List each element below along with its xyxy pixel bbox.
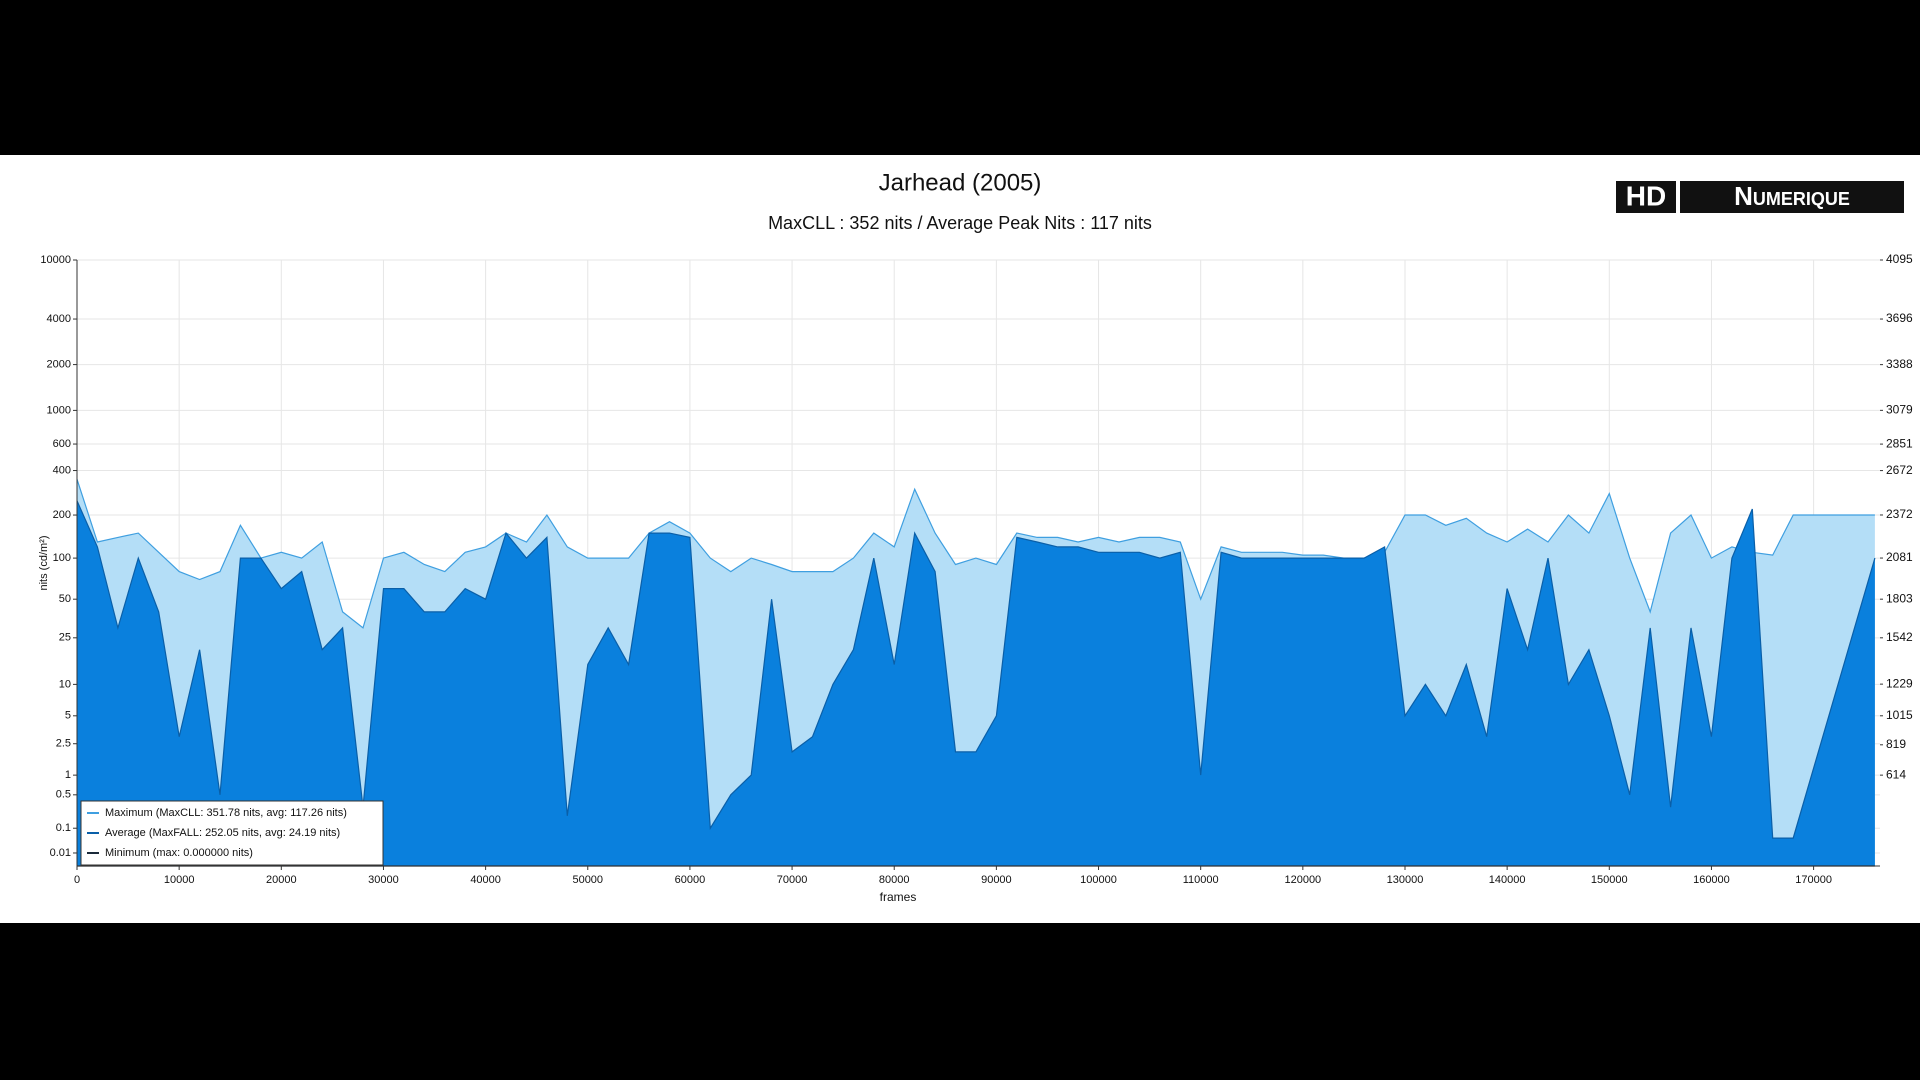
y-tick-label: 100: [53, 552, 71, 564]
y2-tick-label: 2081: [1886, 550, 1913, 564]
y2-tick-label: 3079: [1886, 403, 1913, 417]
x-tick-label: 110000: [1183, 874, 1219, 886]
y-tick-label: 400: [53, 464, 71, 476]
y-tick-label: 0.1: [56, 822, 71, 834]
x-tick-label: 50000: [572, 874, 603, 886]
y-tick-label: 600: [53, 438, 71, 450]
y-tick-label: 0.5: [56, 789, 71, 801]
x-tick-label: 120000: [1284, 874, 1321, 886]
logo: HD Numerique: [1616, 180, 1904, 213]
x-tick-label: 20000: [266, 874, 297, 886]
y2-tick-label: 1542: [1886, 630, 1913, 644]
y2-tick-label: 3696: [1886, 311, 1913, 325]
x-tick-label: 80000: [879, 874, 910, 886]
y-tick-label: 25: [59, 632, 71, 644]
y2-tick-label: 2372: [1886, 507, 1913, 521]
series-area: [77, 500, 1875, 866]
chart-title: Jarhead (2005): [879, 169, 1042, 196]
y2-tick-label: 4095: [1886, 252, 1913, 266]
x-tick-label: 160000: [1693, 874, 1730, 886]
y-tick-label: 5: [65, 710, 71, 722]
y-tick-label: 2.5: [56, 738, 71, 750]
x-tick-label: 30000: [368, 874, 399, 886]
y-tick-label: 10000: [40, 254, 71, 266]
x-tick-label: 0: [74, 874, 80, 886]
y-tick-label: 0.01: [50, 847, 71, 859]
y-tick-label: 50: [59, 593, 71, 605]
y2-tick-label: 2672: [1886, 463, 1913, 477]
y-axis-label: nits (cd/m²): [38, 536, 50, 591]
logo-left: HD: [1626, 180, 1666, 211]
y-tick-label: 10: [59, 678, 71, 690]
series-line: [76, 500, 1876, 839]
logo-box: [1616, 181, 1676, 213]
y-tick-label: 1: [65, 769, 71, 781]
y-tick-label: 1000: [47, 404, 71, 416]
x-tick-label: 130000: [1387, 874, 1424, 886]
y2-tick-label: 1803: [1886, 591, 1913, 605]
x-tick-label: 70000: [777, 874, 808, 886]
y2-tick-label: 1015: [1886, 708, 1913, 722]
x-tick-label: 40000: [470, 874, 501, 886]
x-tick-label: 150000: [1591, 874, 1628, 886]
y2-tick-label: 614: [1886, 767, 1906, 781]
y-tick-label: 2000: [47, 358, 71, 370]
x-tick-label: 170000: [1795, 874, 1832, 886]
legend-label: Minimum (max: 0.000000 nits): [105, 847, 253, 859]
logo-box: [1680, 181, 1904, 213]
x-tick-label: 140000: [1489, 874, 1526, 886]
y2-tick-label: 2851: [1886, 436, 1913, 450]
y-tick-label: 200: [53, 509, 71, 521]
series-line: [76, 479, 1875, 629]
x-tick-label: 90000: [981, 874, 1012, 886]
x-tick-label: 100000: [1080, 874, 1117, 886]
chart-subtitle: MaxCLL : 352 nits / Average Peak Nits : …: [768, 213, 1152, 233]
y2-tick-label: 1229: [1886, 676, 1913, 690]
logo-right: Numerique: [1734, 181, 1850, 211]
x-tick-label: 10000: [164, 874, 195, 886]
legend-label: Maximum (MaxCLL: 351.78 nits, avg: 117.2…: [105, 807, 347, 819]
x-tick-label: 60000: [675, 874, 706, 886]
y2-tick-label: 819: [1886, 737, 1906, 751]
y2-tick-label: 3388: [1886, 357, 1913, 371]
x-axis-label: frames: [880, 890, 917, 904]
y-tick-label: 4000: [47, 313, 71, 325]
legend-box: [80, 800, 384, 866]
legend-label: Average (MaxFALL: 252.05 nits, avg: 24.1…: [105, 827, 340, 839]
